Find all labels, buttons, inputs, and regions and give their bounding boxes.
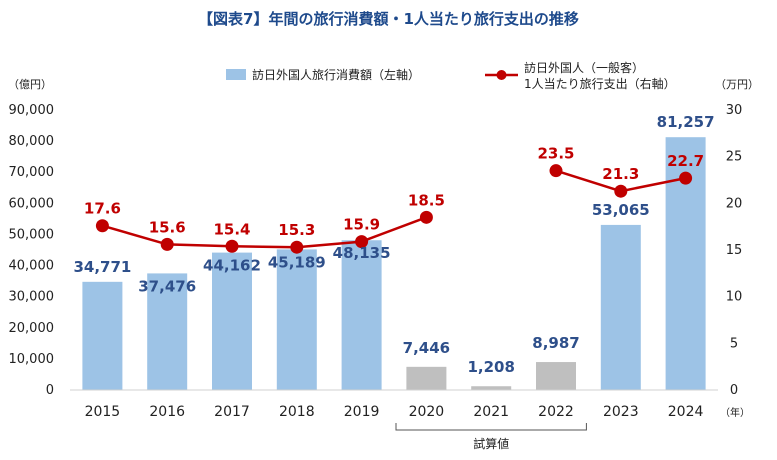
- left-axis-unit: （億円）: [8, 78, 52, 91]
- line-point: [95, 219, 109, 233]
- bar-2017: [212, 252, 252, 390]
- chart-title: 【図表7】年間の旅行消費額・1人当たり旅行支出の推移: [198, 10, 579, 28]
- x-tick-label: 2015: [85, 404, 121, 420]
- right-tick-label: 20: [726, 196, 743, 211]
- legend: 訪日外国人旅行消費額（左軸） 訪日外国人（一般客） 1人当たり旅行支出（右軸）: [226, 60, 676, 91]
- right-tick-label: 5: [730, 336, 738, 351]
- bar-2019: [341, 240, 382, 390]
- left-tick-label: 70,000: [9, 165, 55, 180]
- line-value-label: 15.4: [213, 220, 250, 238]
- line-point: [679, 171, 693, 185]
- legend-line-marker: [496, 70, 507, 80]
- right-tick-label: 0: [730, 383, 738, 398]
- estimate-bracket-label: 試算値: [473, 436, 509, 451]
- line-value-label: 15.9: [343, 216, 380, 234]
- line-segment: [102, 216, 427, 249]
- x-tick-label: 2019: [344, 404, 380, 420]
- left-tick-label: 10,000: [9, 352, 55, 367]
- left-tick-label: 50,000: [9, 227, 55, 242]
- x-tick-label: 2023: [603, 404, 639, 420]
- line-point: [419, 210, 433, 224]
- bar-value-label: 1,208: [467, 358, 514, 376]
- bar-value-label: 7,446: [403, 339, 450, 357]
- x-tick-label: 2021: [473, 404, 509, 420]
- left-tick-label: 40,000: [9, 259, 55, 274]
- bar-2020: [406, 366, 447, 390]
- right-tick-label: 25: [726, 150, 743, 165]
- line-point: [614, 184, 628, 198]
- left-tick-label: 90,000: [9, 103, 55, 118]
- bar-value-label: 48,135: [333, 244, 391, 262]
- legend-line-label-2: 1人当たり旅行支出（右軸）: [524, 76, 676, 91]
- legend-line-label-1: 訪日外国人（一般客）: [524, 60, 644, 75]
- bar-value-label: 8,987: [532, 334, 579, 352]
- line-series: [95, 164, 693, 254]
- x-tick-label: 2022: [538, 404, 574, 420]
- bar-2015: [82, 281, 123, 390]
- line-value-labels: 17.6 15.6 15.4 15.3 15.9 18.5 23.5 21.3 22.7: [84, 145, 704, 240]
- x-tick-label: 2018: [279, 404, 315, 420]
- right-tick-label: 15: [726, 243, 743, 258]
- right-tick-label: 10: [726, 290, 743, 305]
- estimate-bracket: 試算値: [395, 423, 587, 451]
- x-axis-unit: （年）: [720, 406, 750, 419]
- line-point: [355, 235, 369, 249]
- right-tick-label: 30: [726, 103, 743, 118]
- line-point: [225, 239, 239, 253]
- bar-value-label: 34,771: [73, 258, 131, 276]
- bar-value-labels: 34,771 37,476 44,162 45,189 48,135 7,446 1,208…: [73, 113, 714, 376]
- legend-bar-label: 訪日外国人旅行消費額（左軸）: [252, 67, 420, 82]
- x-tick-label: 2024: [668, 404, 704, 420]
- line-value-label: 23.5: [537, 145, 574, 163]
- bars: [82, 137, 706, 390]
- bar-2023: [600, 224, 641, 390]
- bar-value-label: 44,162: [203, 257, 261, 275]
- bar-2021: [471, 386, 512, 390]
- line-value-label: 17.6: [84, 200, 121, 218]
- line-value-label: 21.3: [602, 165, 639, 183]
- left-axis-ticks: 0 10,000 20,000 30,000 40,000 50,000 60,000 70,…: [9, 103, 55, 398]
- line-value-label: 22.7: [667, 152, 704, 170]
- line-point: [549, 164, 563, 178]
- left-tick-label: 0: [46, 383, 54, 398]
- bar-value-label: 37,476: [138, 277, 196, 295]
- x-tick-label: 2017: [214, 404, 250, 420]
- right-axis-ticks: 0 5 10 15 20 25 30: [726, 103, 743, 398]
- left-tick-label: 80,000: [9, 134, 55, 149]
- x-axis-labels: 2015 2016 2017 2018 2019 2020 2021 2022 2023 2024: [85, 404, 704, 420]
- legend-bar-swatch: [226, 69, 246, 80]
- bar-2018: [276, 249, 317, 390]
- line-value-label: 15.3: [278, 221, 315, 239]
- estimate-bracket-line: [395, 423, 587, 431]
- bar-value-label: 53,065: [592, 201, 650, 219]
- left-tick-label: 30,000: [9, 290, 55, 305]
- line-value-label: 15.6: [149, 218, 186, 236]
- right-axis-unit: （万円）: [715, 78, 759, 91]
- line-point: [290, 240, 304, 254]
- bar-2016: [147, 273, 188, 390]
- line-value-label: 18.5: [408, 191, 445, 209]
- bar-value-label: 81,257: [657, 113, 715, 131]
- bar-2022: [536, 362, 576, 390]
- line-point: [160, 237, 174, 251]
- x-tick-label: 2020: [409, 404, 445, 420]
- x-tick-label: 2016: [149, 404, 185, 420]
- left-tick-label: 20,000: [9, 321, 55, 336]
- left-tick-label: 60,000: [9, 196, 55, 211]
- bar-value-label: 45,189: [268, 253, 326, 271]
